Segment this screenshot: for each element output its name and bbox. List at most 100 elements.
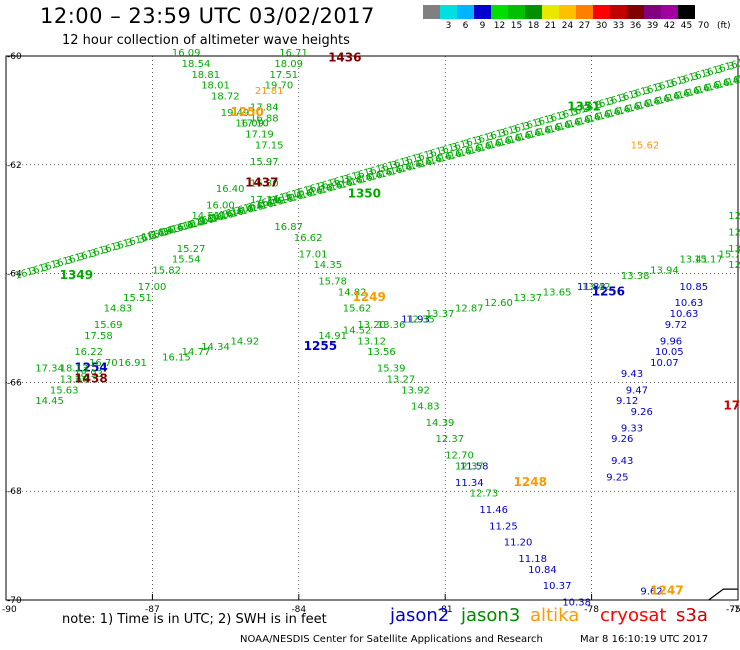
legend-jason3: jason3 (461, 605, 521, 626)
x-tick-label: -81 (438, 605, 453, 615)
legend-jason2: jason2 (390, 605, 450, 626)
wave-height-label: 11.18 (518, 554, 547, 565)
wave-height-label: 18.72 (211, 92, 240, 103)
color-swatch (610, 5, 627, 19)
wave-height-label: 18.09 (274, 59, 303, 70)
color-swatch (678, 5, 695, 19)
color-scale-label: 27 (578, 21, 591, 31)
pass-time-label: 1249 (352, 290, 385, 304)
wave-height-label: 12.60 (484, 298, 513, 309)
wave-height-label: 16.15 (162, 353, 191, 364)
color-swatch (423, 5, 440, 19)
y-tick-label: -66 (7, 378, 22, 388)
pass-time-label: 1349 (60, 268, 93, 282)
wave-height-label: 14.91 (318, 331, 347, 342)
wave-height-label: 16.40 (216, 184, 245, 195)
wave-height-label: 9.72 (665, 320, 687, 331)
wave-height-label: 18.54 (182, 59, 211, 70)
color-scale-swatches (423, 5, 712, 19)
wave-height-label: 12.37 (435, 434, 464, 445)
pass-time-label: 1438 (74, 371, 107, 385)
pass-time-label: 1248 (514, 475, 547, 489)
wave-height-label: 12.87 (455, 304, 484, 315)
color-scale-label: 30 (595, 21, 608, 31)
wave-height-label: 15.82 (152, 266, 181, 277)
pass-time-label: 1351 (567, 99, 600, 113)
generation-timestamp: Mar 8 16:10:19 UTC 2017 (580, 634, 709, 645)
wave-height-label: 14.83 (411, 402, 440, 413)
pass-time-label: 1255 (304, 339, 337, 353)
y-tick-label: -62 (7, 161, 22, 171)
wave-height-label: 11.46 (479, 505, 508, 516)
color-swatch (508, 5, 525, 19)
wave-height-label: 13.20 (357, 320, 386, 331)
wave-height-label: 15.69 (94, 320, 123, 331)
wave-height-label: 15.78 (318, 276, 347, 287)
wave-height-label: 17.19 (245, 130, 274, 141)
color-swatch (491, 5, 508, 19)
track-value-label: 16.3 (736, 53, 740, 69)
wave-height-label: 13.36 (377, 320, 406, 331)
footnote: note: 1) Time is in UTC; 2) SWH is in fe… (62, 612, 327, 627)
pass-time-label: 1437 (245, 176, 278, 190)
wave-height-label: 11.58 (460, 461, 489, 472)
credit-line: NOAA/NESDIS Center for Satellite Applica… (240, 634, 543, 645)
color-scale-legend: 3 6 9 12 15 18 21 24 27 30 33 36 39 42 45 70 (ft) (423, 5, 731, 31)
wave-height-label: 12.74 (728, 260, 740, 271)
wave-height-label: 10.84 (528, 565, 557, 576)
color-scale-label: 3 (445, 21, 452, 31)
x-tick-label: -78 (584, 605, 599, 615)
pass-time-label: 1436 (328, 50, 361, 64)
wave-height-label: 15.17 (694, 255, 723, 266)
wave-height-label: 11.25 (489, 521, 518, 532)
y-tick-label: -60 (7, 52, 22, 62)
wave-height-label: 12.35 (406, 315, 435, 326)
wave-height-label: 10.07 (650, 358, 679, 369)
wave-height-label: 15.63 (50, 385, 79, 396)
y-tick-label: -68 (7, 487, 22, 497)
wave-height-label: 12.73 (470, 489, 499, 500)
track-value-label: 16.4 (716, 75, 740, 91)
x-edge-tick-label: -75 (726, 605, 740, 615)
pass-time-label: 1247 (650, 584, 683, 598)
wave-height-label: 18.13 (60, 364, 89, 375)
wave-height-label: 12.70 (445, 451, 474, 462)
wave-height-label: 9.43 (611, 456, 633, 467)
coastline (708, 588, 738, 601)
x-tick-label: -75 (731, 605, 740, 615)
color-swatch (457, 5, 474, 19)
wave-height-label: 15.62 (631, 140, 660, 151)
color-scale-label: 9 (479, 21, 486, 31)
pass-time-label: 1256 (592, 284, 625, 298)
wave-height-label: 13.38 (728, 244, 740, 255)
wave-height-label: 9.26 (611, 434, 633, 445)
wave-height-label: 15.97 (250, 157, 279, 168)
wave-height-label: 14.92 (230, 336, 259, 347)
wave-height-label: 9.62 (640, 587, 662, 598)
wave-height-label: 14.82 (338, 287, 367, 298)
wave-height-label: 14.51 (191, 211, 220, 222)
wave-height-label: 15.39 (377, 364, 406, 375)
wave-height-label: 15.62 (343, 304, 372, 315)
wave-height-label: 10.05 (655, 347, 684, 358)
track-value-label: 16.4 (736, 70, 740, 86)
wave-height-label: 13.37 (514, 293, 543, 304)
color-swatch (576, 5, 593, 19)
wave-height-label: 14.77 (182, 347, 211, 358)
color-scale-label: 21 (544, 21, 557, 31)
color-swatch (525, 5, 542, 19)
wave-height-label: 13.92 (401, 385, 430, 396)
wave-height-label: 9.33 (621, 423, 643, 434)
wave-height-label: 14.45 (35, 396, 64, 407)
wave-height-label: 17.00 (138, 282, 167, 293)
wave-height-label: 13.66 (60, 374, 89, 385)
wave-height-label: 16.87 (274, 222, 303, 233)
pass-time-label: 1250 (230, 105, 263, 119)
wave-height-label: 17.51 (270, 70, 299, 81)
color-swatch (661, 5, 678, 19)
wave-height-label: 15.79 (718, 249, 740, 260)
color-swatch (627, 5, 644, 19)
wave-height-label: 13.94 (650, 266, 679, 277)
track-value-label: 16.4 (726, 72, 740, 88)
plot-frame (5, 55, 739, 601)
